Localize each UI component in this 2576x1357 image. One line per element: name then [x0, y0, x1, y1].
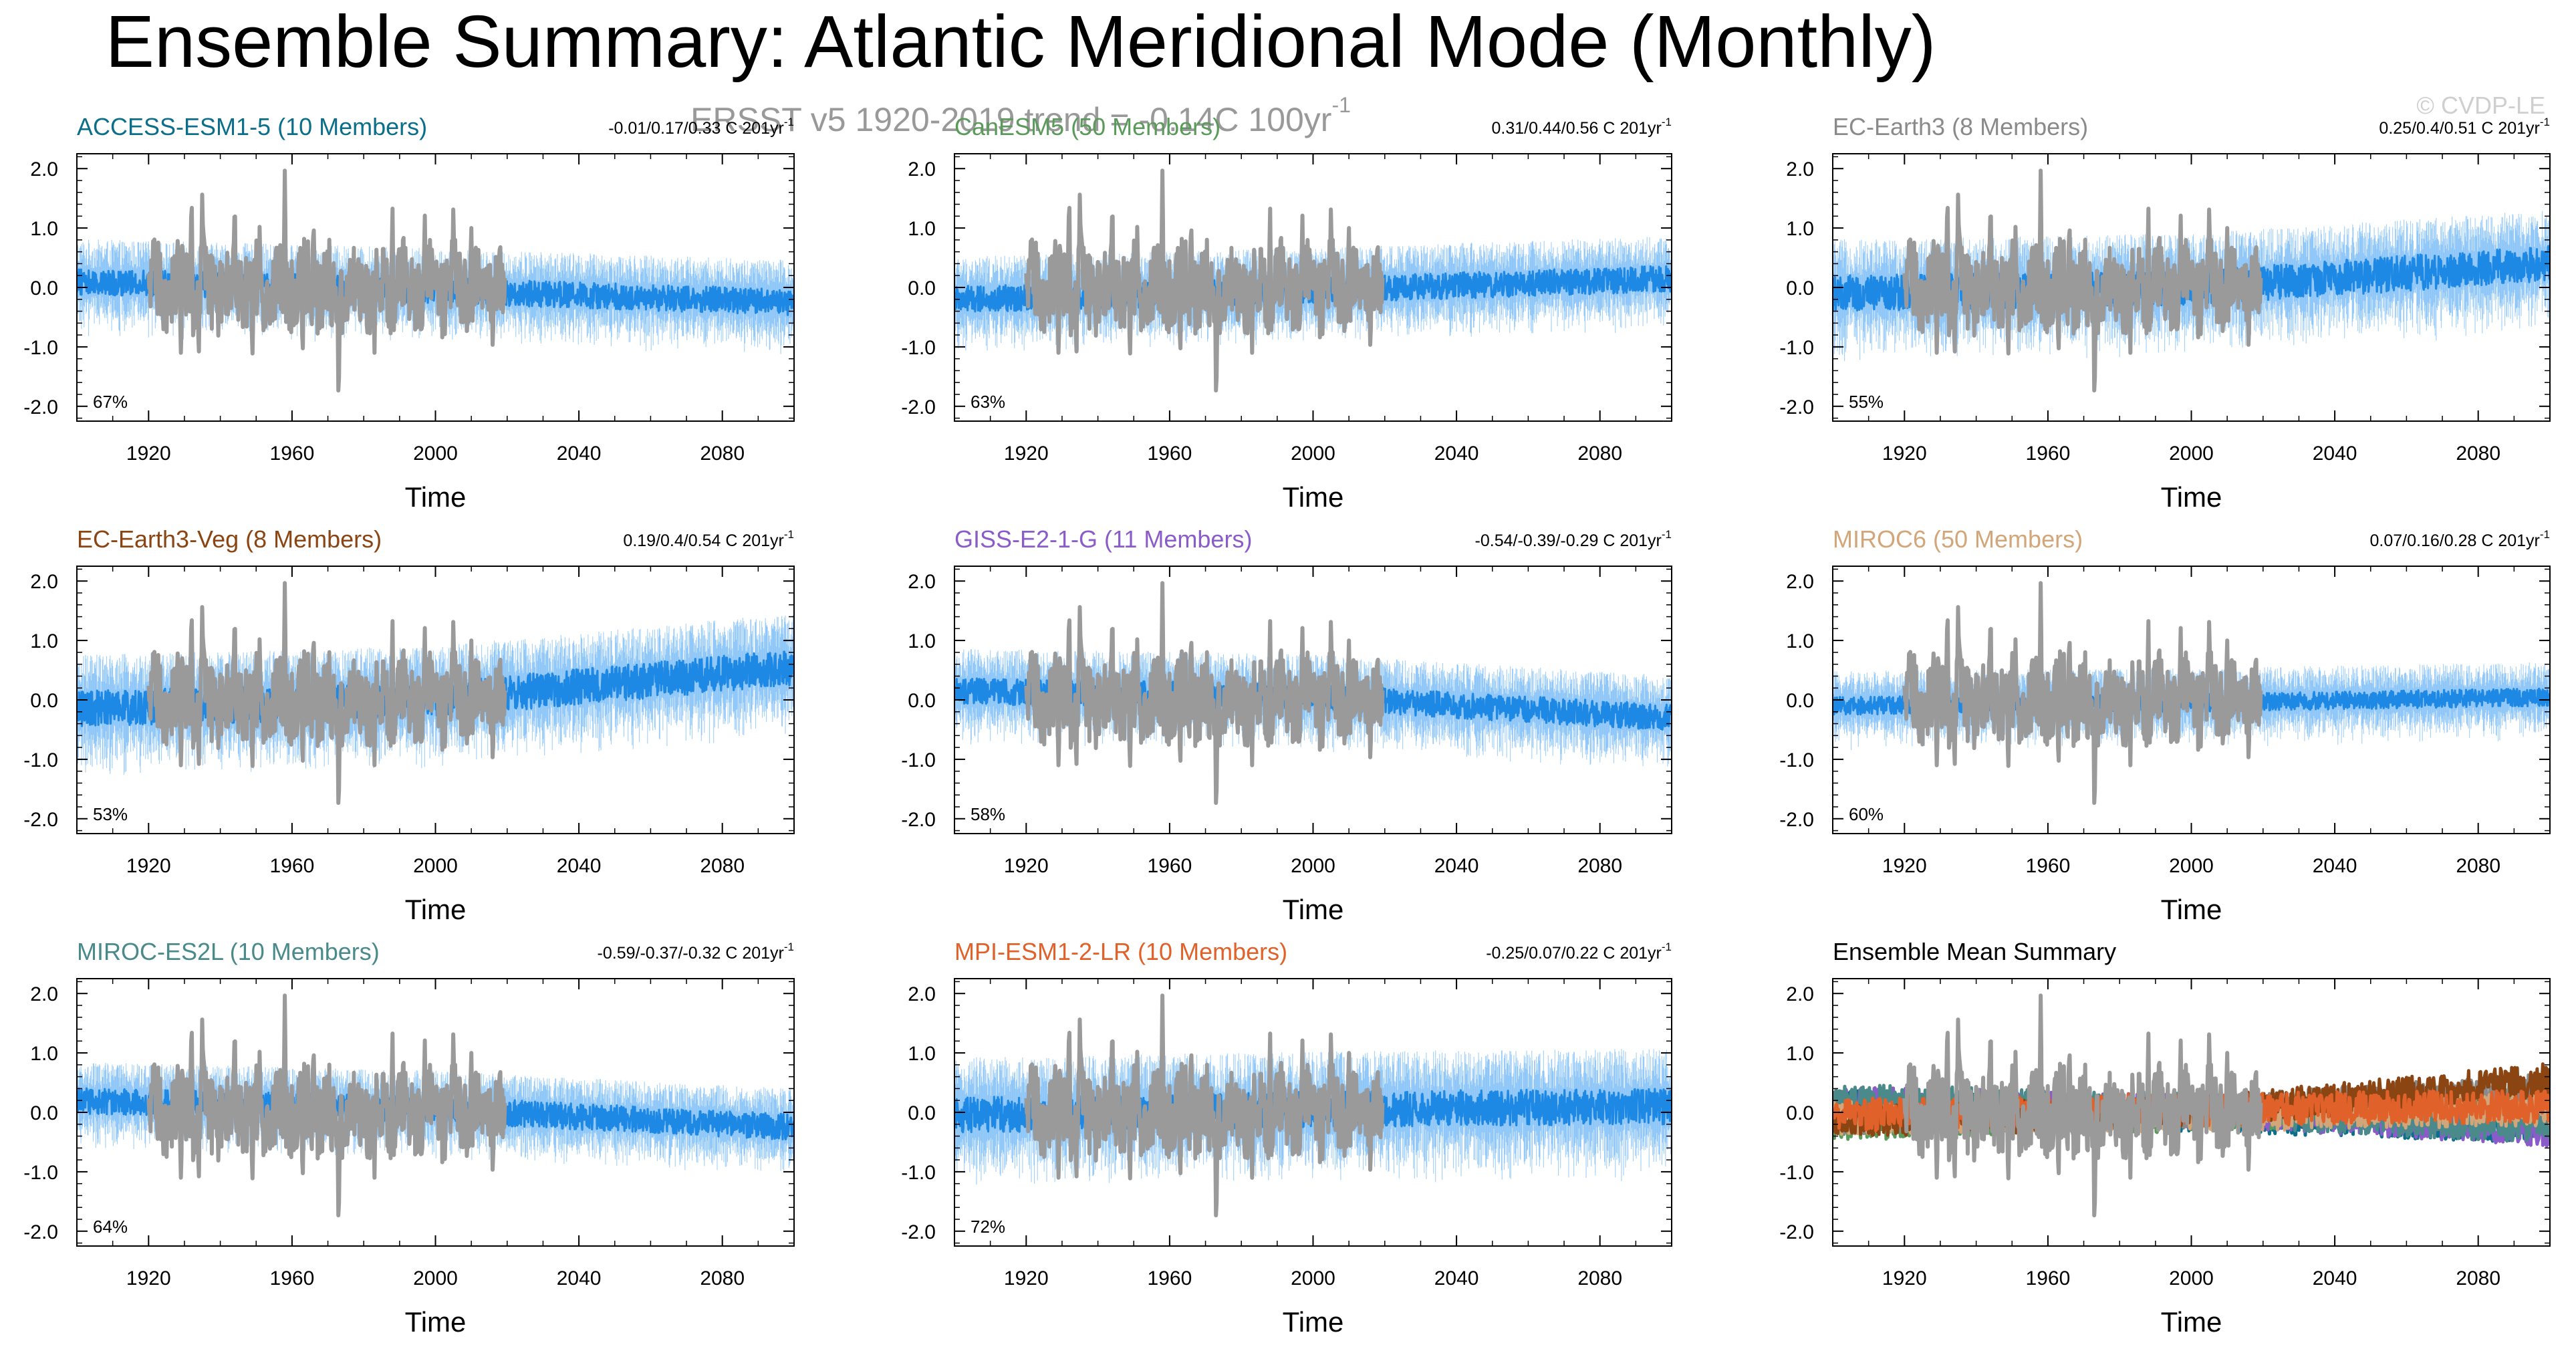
y-tick-label: -2.0 — [901, 396, 936, 418]
panel-4: 1920 1960 2000 2040 2080-2.0-1.00.01.02.0Tim… — [23, 525, 795, 925]
observed-line — [146, 168, 507, 393]
trend-superscript: -1 — [1662, 116, 1672, 128]
x-tick-label: 2040 — [557, 443, 602, 465]
percent-label: 63% — [971, 392, 1005, 412]
y-tick-label: 2.0 — [30, 158, 58, 180]
panel-2: 1920 1960 2000 2040 2080 -2.0 -1.0 0.0 1.0 2.0 Tim… — [901, 113, 1672, 513]
subtitle-superscript: -1 — [1331, 93, 1350, 117]
y-tick-label: 1.0 — [30, 218, 58, 240]
x-tick-label: 1960 — [270, 443, 315, 465]
x-tick-label: 1960 — [2026, 443, 2071, 465]
copyright-label: © CVDP-LE — [2416, 92, 2545, 119]
y-tick-label: 2.0 — [1786, 158, 1814, 180]
percent-label: 55% — [1849, 392, 1884, 412]
x-tick-label: 2080 — [2456, 443, 2500, 465]
x-tick-label: 2000 — [2169, 443, 2214, 465]
trend-superscript: -1 — [2540, 116, 2550, 128]
trend-superscript: -1 — [784, 116, 794, 128]
x-tick-label: 1960 — [1148, 443, 1192, 465]
plot-area — [77, 581, 794, 806]
x-tick-label: 2000 — [1291, 443, 1335, 465]
x-tick-label: 1920 — [126, 443, 171, 465]
trend-value: 0.31/0.44/0.56 C 201yr — [1492, 119, 1662, 138]
panel-trend-text: 0.31/0.44/0.56 C 201yr-1 — [1492, 116, 1672, 138]
percent-label: 67% — [93, 392, 128, 412]
panel-trend-text: -0.01/0.17/0.33 C 201yr-1 — [608, 116, 794, 138]
y-tick-label: -1.0 — [1779, 337, 1814, 359]
y-tick-label: 0.0 — [1786, 277, 1814, 299]
figure-title: Ensemble Summary: Atlantic Meridional Mo… — [106, 1, 1936, 83]
x-tick-label: 2040 — [2313, 443, 2357, 465]
trend-value: -0.01/0.17/0.33 C 201yr — [608, 119, 784, 138]
y-tick-label: -2.0 — [1779, 396, 1814, 418]
trend-value: 0.25/0.4/0.51 C 201yr — [2379, 119, 2539, 138]
panel-3: 1920 1960 2000 2040 2080 -2.0 -1.0 0.0 1.0 2.0 Tim… — [1779, 113, 2551, 513]
x-tick-label: 2000 — [413, 443, 458, 465]
plot-area — [1833, 168, 2550, 393]
y-tick-label: 2.0 — [908, 158, 936, 180]
y-tick-label: 0.0 — [30, 277, 58, 299]
plot-area — [954, 168, 1672, 393]
x-tick-label: 1920 — [1004, 443, 1049, 465]
x-tick-label: 1920 — [1882, 443, 1927, 465]
subtitle-main: ERSST v5 1920-2019 trend = -0.14C 100yr — [690, 101, 1331, 138]
panel-title: CanESM5 (50 Members) — [954, 113, 1220, 140]
panels-grid: 1920 1960 2000 2040 2080 -2.0 -1.0 0.0 1.0 2.0 Tim… — [23, 113, 2551, 1338]
observed-line — [1902, 168, 2263, 393]
y-tick-label: -1.0 — [901, 337, 936, 359]
panel-trend-text: 0.25/0.4/0.51 C 201yr-1 — [2379, 116, 2550, 138]
y-tick-label: 0.0 — [908, 277, 936, 299]
panel-1: 1920 1960 2000 2040 2080 -2.0 -1.0 0.0 1.0 2.0 Tim… — [23, 113, 795, 513]
y-tick-label: -2.0 — [23, 396, 58, 418]
x-axis-label: Time — [2161, 481, 2222, 513]
y-tick-label: 1.0 — [908, 218, 936, 240]
plot-area — [77, 168, 794, 393]
x-tick-label: 2080 — [1577, 443, 1622, 465]
y-tick-label: -1.0 — [23, 337, 58, 359]
x-axis-label: Time — [405, 481, 467, 513]
panel-title: ACCESS-ESM1-5 (10 Members) — [77, 113, 427, 140]
x-tick-label: 2080 — [700, 443, 745, 465]
observed-line — [1024, 168, 1385, 393]
x-tick-label: 2040 — [1434, 443, 1479, 465]
x-axis-label: Time — [1283, 481, 1344, 513]
figure-subtitle: ERSST v5 1920-2019 trend = -0.14C 100yr-… — [690, 93, 1351, 138]
y-tick-label: 1.0 — [1786, 218, 1814, 240]
panel-title: EC-Earth3 (8 Members) — [1833, 113, 2088, 140]
